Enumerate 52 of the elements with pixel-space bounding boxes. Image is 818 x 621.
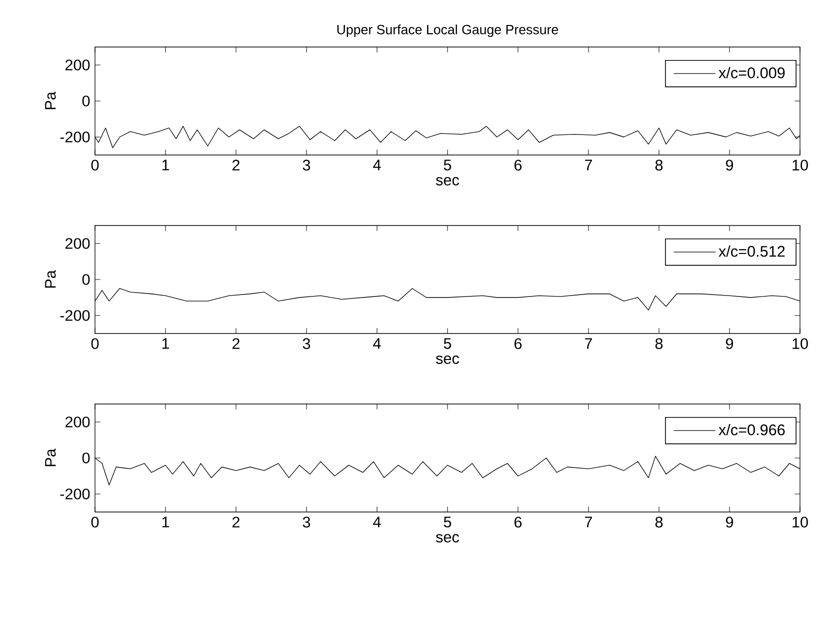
x-tick-label: 7 [585, 160, 592, 170]
x-tick-label: 10 [792, 160, 808, 171]
x-tick-label: 5 [444, 516, 452, 528]
legend-label: x/c=0.512 [718, 246, 785, 257]
x-tick-label: 9 [726, 338, 734, 350]
y-tick-label: 0 [82, 274, 90, 285]
x-tick-label: 0 [91, 338, 99, 350]
x-axis-title: sec [436, 177, 460, 186]
x-tick-label: 10 [792, 338, 808, 350]
y-axis-title: Pa [45, 270, 56, 288]
x-tick-label: 6 [514, 338, 522, 350]
chart-title: Upper Surface Local Gauge Pressure [337, 24, 558, 37]
x-tick-label: 3 [302, 160, 310, 171]
x-tick-label: 2 [232, 516, 240, 528]
legend-label: x/c=0.009 [718, 67, 785, 78]
y-axis-title: Pa [45, 448, 56, 466]
y-tick-label: -200 [60, 310, 90, 321]
x-tick-label: 5 [444, 338, 452, 349]
x-axis-title: sec [436, 356, 460, 364]
y-tick-label: 0 [82, 452, 90, 464]
y-tick-label: 200 [65, 238, 90, 249]
x-tick-label: 4 [373, 516, 381, 528]
x-tick-label: 9 [726, 516, 734, 528]
x-tick-label: 7 [585, 338, 592, 349]
x-tick-label: 8 [655, 160, 663, 171]
x-tick-label: 0 [91, 516, 99, 528]
x-tick-label: 9 [726, 160, 734, 171]
x-tick-label: 10 [792, 516, 808, 528]
y-tick-label: 200 [65, 60, 90, 70]
y-tick-label: 0 [82, 96, 90, 106]
x-tick-label: 6 [514, 160, 522, 171]
x-tick-label: 7 [585, 516, 592, 528]
y-tick-label: -200 [60, 488, 90, 500]
y-tick-label: -200 [60, 132, 90, 142]
x-tick-label: 5 [444, 160, 452, 170]
x-tick-label: 2 [232, 160, 240, 170]
x-tick-label: 3 [302, 516, 310, 528]
x-tick-label: 8 [655, 516, 663, 528]
x-tick-label: 1 [162, 160, 170, 170]
y-axis-title: Pa [45, 92, 56, 110]
x-tick-label: 1 [162, 338, 170, 349]
x-tick-label: 2 [232, 338, 240, 349]
x-tick-label: 1 [162, 516, 170, 528]
x-tick-label: 4 [373, 160, 381, 170]
x-tick-label: 6 [514, 516, 522, 528]
x-tick-label: 8 [655, 338, 663, 350]
x-tick-label: 0 [91, 160, 99, 171]
y-tick-label: 200 [65, 416, 90, 428]
x-tick-label: 4 [373, 338, 381, 349]
x-axis-title: sec [436, 534, 460, 542]
x-tick-label: 3 [302, 338, 310, 350]
legend-label: x/c=0.966 [718, 424, 785, 436]
